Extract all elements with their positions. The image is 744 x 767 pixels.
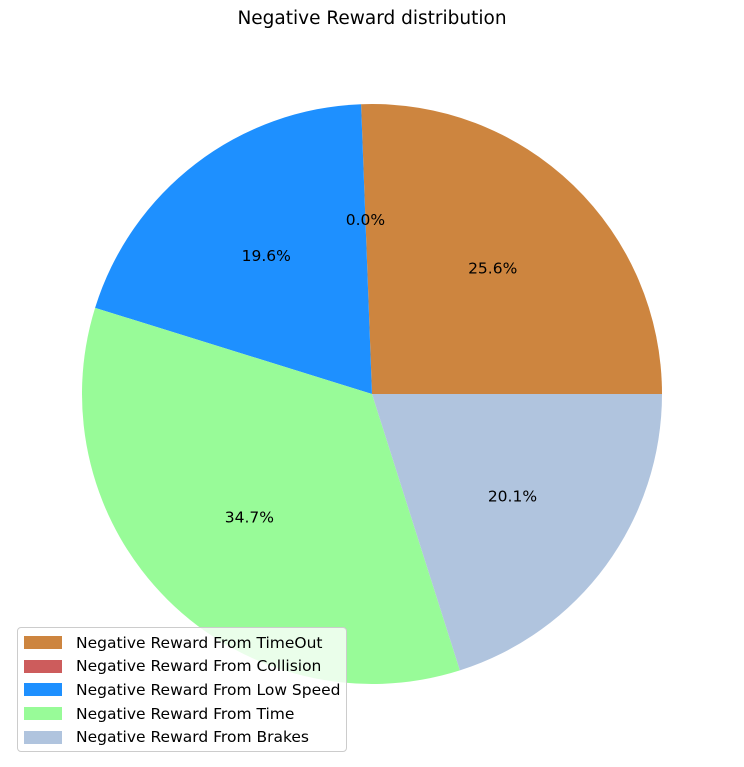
pie-label-collision: 0.0% xyxy=(346,211,385,229)
legend-label-timeout: Negative Reward From TimeOut xyxy=(76,633,323,652)
pie-slice-timeout xyxy=(361,104,662,394)
pie-slice-time xyxy=(81,307,460,684)
legend-swatch-timeout xyxy=(24,636,62,650)
legend-item-brakes: Negative Reward From Brakes xyxy=(18,725,346,749)
legend: Negative Reward From TimeOut Negative Re… xyxy=(17,627,347,752)
legend-item-collision: Negative Reward From Collision xyxy=(18,655,346,679)
chart-title: Negative Reward distribution xyxy=(237,8,506,29)
pie-slice-brakes xyxy=(372,394,662,671)
legend-label-collision: Negative Reward From Collision xyxy=(76,657,322,676)
legend-swatch-time xyxy=(24,707,62,721)
legend-label-time: Negative Reward From Time xyxy=(76,704,295,723)
legend-label-low-speed: Negative Reward From Low Speed xyxy=(76,680,341,699)
legend-item-time: Negative Reward From Time xyxy=(18,702,346,726)
pie-label-brakes: 20.1% xyxy=(488,488,537,506)
legend-item-timeout: Negative Reward From TimeOut xyxy=(18,631,346,655)
legend-label-brakes: Negative Reward From Brakes xyxy=(76,728,310,747)
legend-swatch-brakes xyxy=(24,730,62,744)
pie-label-low-speed: 19.6% xyxy=(242,247,291,265)
pie-slice-low-speed xyxy=(95,104,372,394)
legend-swatch-collision xyxy=(24,659,62,673)
legend-swatch-low-speed xyxy=(24,683,62,697)
pie-label-timeout: 25.6% xyxy=(468,260,517,278)
pie-label-time: 34.7% xyxy=(225,508,274,526)
legend-item-low-speed: Negative Reward From Low Speed xyxy=(18,678,346,702)
pie-slices xyxy=(81,104,662,684)
pie-percent-labels: 25.6% 0.0% 19.6% 34.7% 20.1% xyxy=(225,211,537,526)
